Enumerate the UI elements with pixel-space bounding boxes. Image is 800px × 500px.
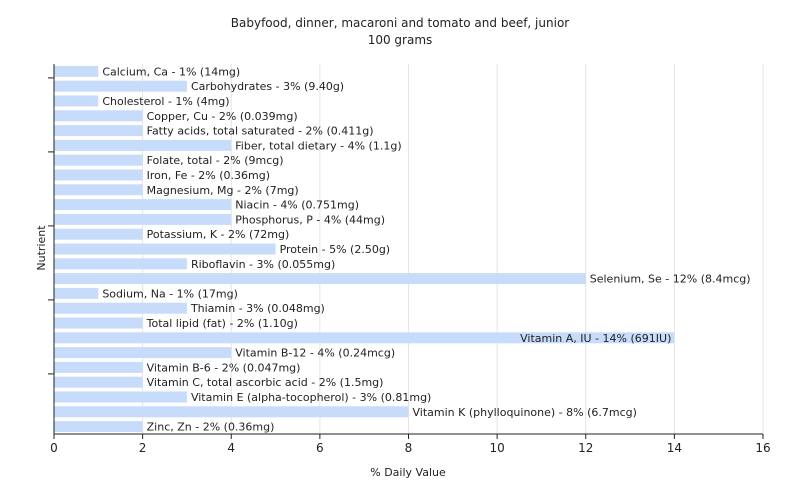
bar	[54, 302, 187, 314]
bar-label: Vitamin K (phylloquinone) - 8% (6.7mcg)	[413, 406, 637, 419]
bar	[54, 258, 187, 270]
bar-label: Zinc, Zn - 2% (0.36mg)	[147, 421, 275, 434]
bar-label: Vitamin B-6 - 2% (0.047mg)	[147, 361, 301, 374]
chart-subtitle: 100 grams	[368, 33, 433, 47]
bar-series: Calcium, Ca - 1% (14mg) Carbohydrates - 3…	[54, 65, 751, 434]
bar-label: Sodium, Na - 1% (17mg)	[102, 287, 238, 300]
bar	[54, 110, 143, 122]
bar-label: Fiber, total dietary - 4% (1.1g)	[235, 139, 401, 152]
bar-label: Potassium, K - 2% (72mg)	[147, 228, 290, 241]
bar-label: Riboflavin - 3% (0.055mg)	[191, 258, 335, 271]
bar	[54, 184, 143, 196]
bar-label: Cholesterol - 1% (4mg)	[102, 95, 229, 108]
bar	[54, 361, 143, 373]
bar	[54, 213, 232, 225]
bar-label: Vitamin C, total ascorbic acid - 2% (1.5…	[147, 376, 384, 389]
bar-label: Magnesium, Mg - 2% (7mg)	[147, 184, 299, 197]
bar-label: Iron, Fe - 2% (0.36mg)	[147, 169, 270, 182]
bar	[54, 139, 232, 151]
x-tick-label-4: 8	[405, 441, 413, 455]
bar-label: Phosphorus, P - 4% (44mg)	[235, 213, 385, 226]
bar-label: Niacin - 4% (0.751mg)	[235, 199, 359, 212]
bar-label: Folate, total - 2% (9mcg)	[147, 154, 284, 167]
bar	[54, 347, 232, 359]
bar	[54, 287, 99, 299]
bar	[54, 332, 675, 344]
bar	[54, 154, 143, 166]
bar-label: Thiamin - 3% (0.048mg)	[190, 302, 325, 315]
bar-label: Vitamin A, IU - 14% (691IU)	[520, 332, 671, 345]
grid-lines	[142, 64, 764, 434]
bar-label: Selenium, Se - 12% (8.4mcg)	[590, 273, 751, 286]
bar-label: Vitamin B-12 - 4% (0.24mcg)	[235, 347, 395, 360]
bar-label: Protein - 5% (2.50g)	[280, 243, 391, 256]
x-tick-label-0: 0	[50, 441, 58, 455]
bar	[54, 199, 232, 211]
bar	[54, 376, 143, 388]
bar-label: Carbohydrates - 3% (9.40g)	[191, 80, 344, 93]
bar-label: Calcium, Ca - 1% (14mg)	[102, 65, 240, 78]
bar	[54, 391, 187, 403]
bar	[54, 273, 586, 285]
bar-label: Vitamin E (alpha-tocopherol) - 3% (0.81m…	[191, 391, 431, 404]
bar	[54, 80, 187, 92]
x-axis-title: % Daily Value	[370, 466, 446, 479]
x-tick-label-7: 14	[667, 441, 682, 455]
bar-label: Copper, Cu - 2% (0.039mg)	[147, 110, 298, 123]
bar	[54, 406, 409, 418]
bar	[54, 125, 143, 137]
bar-label: Fatty acids, total saturated - 2% (0.411…	[147, 125, 374, 138]
x-tick-label-1: 2	[139, 441, 147, 455]
x-tick-label-2: 4	[227, 441, 235, 455]
x-tick-label-8: 16	[755, 441, 770, 455]
x-tick-label-3: 6	[316, 441, 324, 455]
x-tick-label-5: 10	[489, 441, 504, 455]
bar	[54, 243, 276, 255]
bar	[54, 169, 143, 181]
y-axis-title: Nutrient	[35, 225, 48, 271]
axes: 0 2 4 6 8 10 12 14 16	[48, 64, 771, 455]
bar-label: Total lipid (fat) - 2% (1.10g)	[146, 317, 298, 330]
x-tick-label-6: 12	[578, 441, 593, 455]
bar	[54, 95, 99, 107]
bar	[54, 317, 143, 329]
chart-title: Babyfood, dinner, macaroni and tomato an…	[231, 16, 570, 30]
bar	[54, 65, 99, 77]
bar	[54, 228, 143, 240]
bar	[54, 421, 143, 433]
